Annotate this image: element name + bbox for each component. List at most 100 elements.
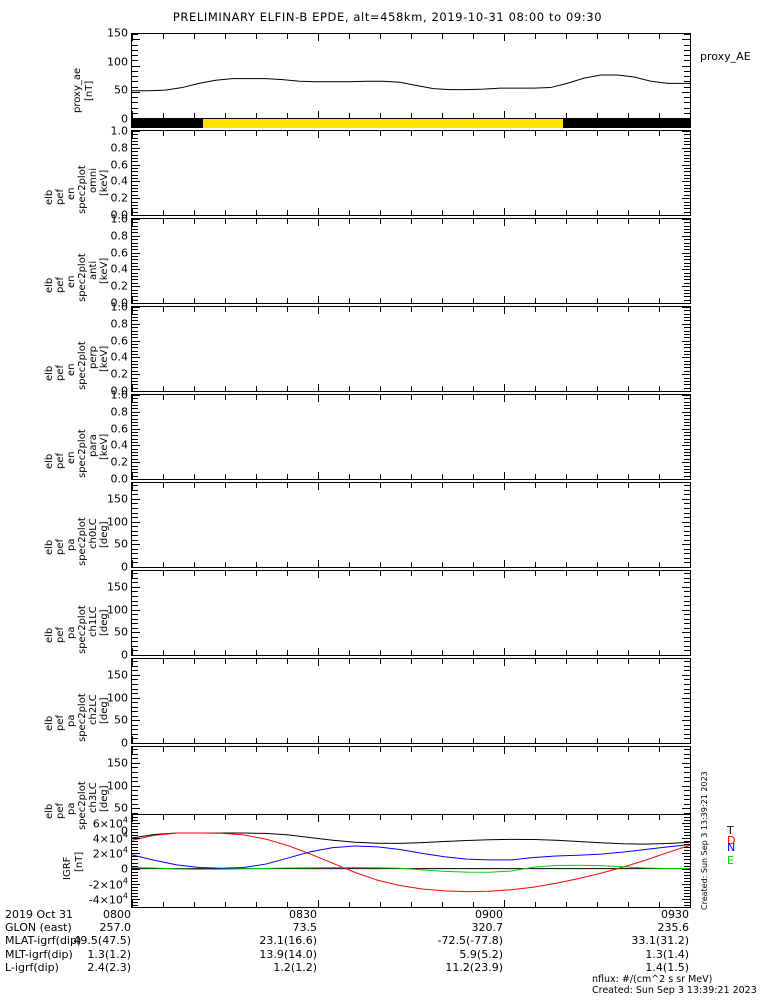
y-axis-tick	[131, 645, 138, 647]
x-axis-tick	[225, 746, 226, 752]
y-axis-tick	[682, 374, 691, 376]
y-axis-tick	[684, 724, 691, 726]
y-axis-tick	[131, 134, 138, 136]
y-axis-tick	[131, 856, 138, 858]
x-axis-tick	[504, 900, 505, 908]
x-axis-tick	[194, 746, 195, 752]
y-axis-tick	[131, 296, 138, 298]
x-axis-tick	[473, 218, 474, 224]
x-axis-tick	[690, 306, 691, 314]
y-axis-tick	[684, 489, 691, 491]
y-axis-tick	[131, 191, 138, 193]
y-axis-tick	[684, 34, 691, 35]
x-axis-tick	[287, 738, 288, 744]
x-axis-tick	[256, 474, 257, 480]
y-axis-tick	[131, 544, 140, 546]
y-axis-tick	[684, 702, 691, 704]
y-axis-tick	[684, 877, 691, 879]
y-axis-tick	[684, 557, 691, 559]
y-axis-tick	[682, 720, 691, 722]
y-axis-tick	[131, 623, 138, 625]
x-axis-tick	[504, 384, 505, 392]
x-axis-tick	[163, 386, 164, 392]
y-axis-tick	[684, 512, 691, 514]
x-axis-tick	[132, 384, 133, 392]
y-axis-tick	[131, 252, 140, 254]
x-axis-tick	[349, 210, 350, 216]
y-axis-tick	[684, 102, 691, 104]
x-axis-tick	[442, 306, 443, 312]
x-axis-tick	[163, 482, 164, 488]
y-axis-tick	[682, 39, 691, 41]
y-axis-tick	[131, 767, 138, 769]
y-axis-tick	[682, 462, 691, 464]
y-axis-tick	[131, 313, 138, 315]
y-axis-tick	[684, 641, 691, 643]
y-axis-tick	[131, 702, 138, 704]
y-axis-tick	[131, 819, 138, 821]
y-axis-tick	[131, 455, 138, 457]
y-axis-tick	[131, 303, 140, 304]
x-axis-tick	[504, 111, 505, 119]
x-axis-tick	[380, 650, 381, 656]
y-axis-tick	[684, 333, 691, 335]
x-axis-tick	[132, 900, 133, 908]
y-axis-tick	[684, 44, 691, 46]
x-axis-tick	[566, 562, 567, 568]
y-axis-tick	[684, 154, 691, 156]
y-axis-tick	[684, 862, 691, 864]
x-axis-tick	[380, 306, 381, 312]
x-axis-tick	[535, 33, 536, 39]
x-axis-tick	[287, 902, 288, 908]
x-axis-tick	[628, 658, 629, 664]
y-axis-tick	[131, 415, 138, 417]
x-axis-tick	[225, 474, 226, 480]
y-axis-tick	[131, 899, 140, 901]
x-axis-tick	[318, 208, 319, 216]
y-axis-tick	[684, 905, 691, 907]
y-axis-tick	[131, 693, 138, 695]
y-axis-tick	[131, 151, 138, 153]
series-line-t	[131, 832, 691, 845]
y-axis-tick	[131, 758, 138, 760]
y-axis-tick	[682, 198, 691, 200]
y-axis-tick	[131, 841, 138, 843]
x-axis-tick	[504, 472, 505, 480]
x-axis-tick	[566, 650, 567, 656]
y-axis-tick	[684, 296, 691, 298]
y-axis-tick	[131, 44, 138, 46]
y-axis-tick	[131, 249, 138, 251]
x-axis-tick	[194, 738, 195, 744]
x-axis-tick	[566, 113, 567, 119]
bottom-label-block: 2019 Oct 31 0800 0830 0900 0930 GLON (east) 25…	[0, 908, 775, 974]
y-axis-tick	[131, 485, 138, 487]
panel-pa-ch2lc	[131, 658, 691, 744]
x-axis-tick	[566, 218, 567, 224]
y-axis-tick	[131, 641, 138, 643]
x-axis-tick	[690, 296, 691, 304]
x-axis-tick	[318, 218, 319, 226]
y-axis-tick	[131, 255, 138, 257]
x-axis-tick	[225, 658, 226, 664]
y-axis-tick	[131, 272, 138, 274]
y-axis-tick	[684, 890, 691, 892]
x-axis-tick	[287, 474, 288, 480]
x-axis-tick	[349, 570, 350, 576]
y-axis-tick	[682, 785, 691, 787]
y-axis-tick	[684, 816, 691, 818]
ytick-label: 0.6	[110, 422, 129, 436]
y-axis-tick	[131, 347, 138, 349]
y-axis-tick	[684, 435, 691, 437]
x-axis-tick	[411, 814, 412, 820]
y-axis-tick	[684, 76, 691, 77]
x-axis-tick	[597, 650, 598, 656]
y-axis-tick	[131, 834, 138, 836]
y-axis-tick	[131, 364, 138, 366]
y-axis-tick	[684, 107, 691, 109]
y-axis-tick	[684, 548, 691, 550]
x-axis-tick	[349, 474, 350, 480]
x-axis-tick	[659, 658, 660, 664]
x-axis-tick	[132, 472, 133, 480]
y-axis-tick	[131, 164, 140, 166]
x-axis-tick	[411, 738, 412, 744]
